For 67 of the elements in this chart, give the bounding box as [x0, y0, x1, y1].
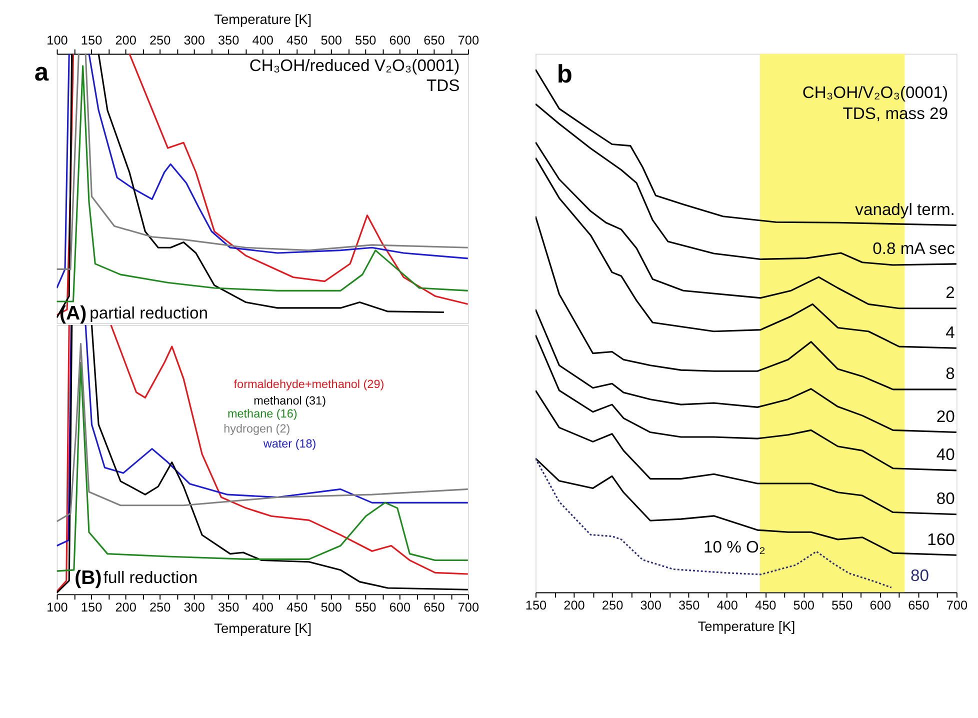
x-tick-label: 150	[525, 597, 547, 612]
x-tick-label: 700	[946, 597, 968, 612]
x-tick-label: 450	[754, 597, 776, 612]
text: TDS, mass 29	[842, 104, 948, 123]
x-tick-label: 600	[389, 32, 411, 48]
x-tick-label: 200	[564, 597, 585, 612]
series-label: 8	[946, 364, 955, 384]
x-tick-label: 550	[355, 32, 376, 48]
x-tick-label: 500	[320, 599, 342, 614]
x-tick-label: 100	[46, 32, 68, 48]
x-tick-label: 650	[424, 32, 445, 48]
x-tick-label: 550	[832, 597, 853, 612]
x-tick-label: 600	[389, 599, 411, 614]
x-tick-label: 400	[716, 597, 738, 612]
series-label: 0.8 mA sec	[872, 238, 955, 258]
x-tick-label: 150	[80, 32, 102, 48]
x-axis-title: Temperature [K]	[214, 620, 312, 636]
x-tick-label: 300	[640, 597, 662, 612]
x-tick-label: 100	[46, 599, 68, 614]
x-tick-label: 500	[793, 597, 814, 612]
x-tick-label: 350	[218, 32, 240, 48]
text: methane (16)	[227, 408, 298, 421]
series-label: 40	[936, 445, 955, 464]
x-tick-label: 150	[80, 599, 102, 614]
text: water (18)	[262, 437, 316, 450]
annotation: partial reduction	[90, 303, 208, 322]
x-tick-label: 200	[115, 32, 136, 48]
series-label: 80	[910, 566, 930, 586]
x-tick-label: 350	[678, 597, 700, 612]
x-axis-title: Temperature [K]	[214, 12, 312, 27]
x-tick-label: 700	[458, 32, 480, 48]
series-label: 20	[936, 407, 955, 426]
text: a	[34, 58, 50, 86]
series-label: vanadyl term.	[855, 200, 955, 220]
x-tick-label: 650	[908, 597, 930, 612]
x-tick-label: 200	[115, 599, 136, 614]
series-label: 160	[927, 530, 955, 549]
x-tick-label: 300	[184, 599, 205, 614]
text: CH₃OH/V₂O₃(0001)	[802, 82, 948, 102]
x-axis-title: Temperature [K]	[698, 618, 796, 634]
text: TDS	[426, 76, 460, 96]
annotation: (B)	[74, 566, 102, 589]
series-label: 80	[936, 489, 955, 508]
x-tick-label: 600	[870, 597, 892, 612]
x-tick-label: 450	[286, 599, 308, 614]
chart-title: CH₃OH/reduced V₂O₃(0001)	[249, 56, 460, 75]
annotation: full reduction	[103, 568, 198, 587]
annotation: b	[556, 60, 572, 89]
x-tick-label: 300	[184, 32, 205, 48]
text: hydrogen (2)	[224, 422, 290, 436]
x-tick-label: 250	[602, 597, 624, 612]
x-tick-label: 400	[252, 32, 274, 48]
x-tick-label: 250	[149, 32, 171, 48]
x-tick-label: 700	[458, 599, 480, 614]
x-tick-label: 500	[320, 32, 342, 48]
x-tick-label: 400	[252, 599, 274, 614]
x-tick-label: 650	[424, 599, 445, 614]
x-tick-label: 350	[218, 599, 240, 614]
series-label: 4	[946, 322, 955, 342]
annotation: (A)	[60, 302, 87, 324]
annotation: 10 % O₂	[704, 538, 766, 557]
x-tick-label: 250	[149, 599, 171, 614]
x-tick-label: 450	[286, 32, 308, 48]
series-label: 2	[946, 283, 955, 302]
text: formaldehyde+methanol (29)	[234, 378, 384, 392]
text: methanol (31)	[254, 394, 326, 408]
x-tick-label: 550	[355, 599, 376, 614]
